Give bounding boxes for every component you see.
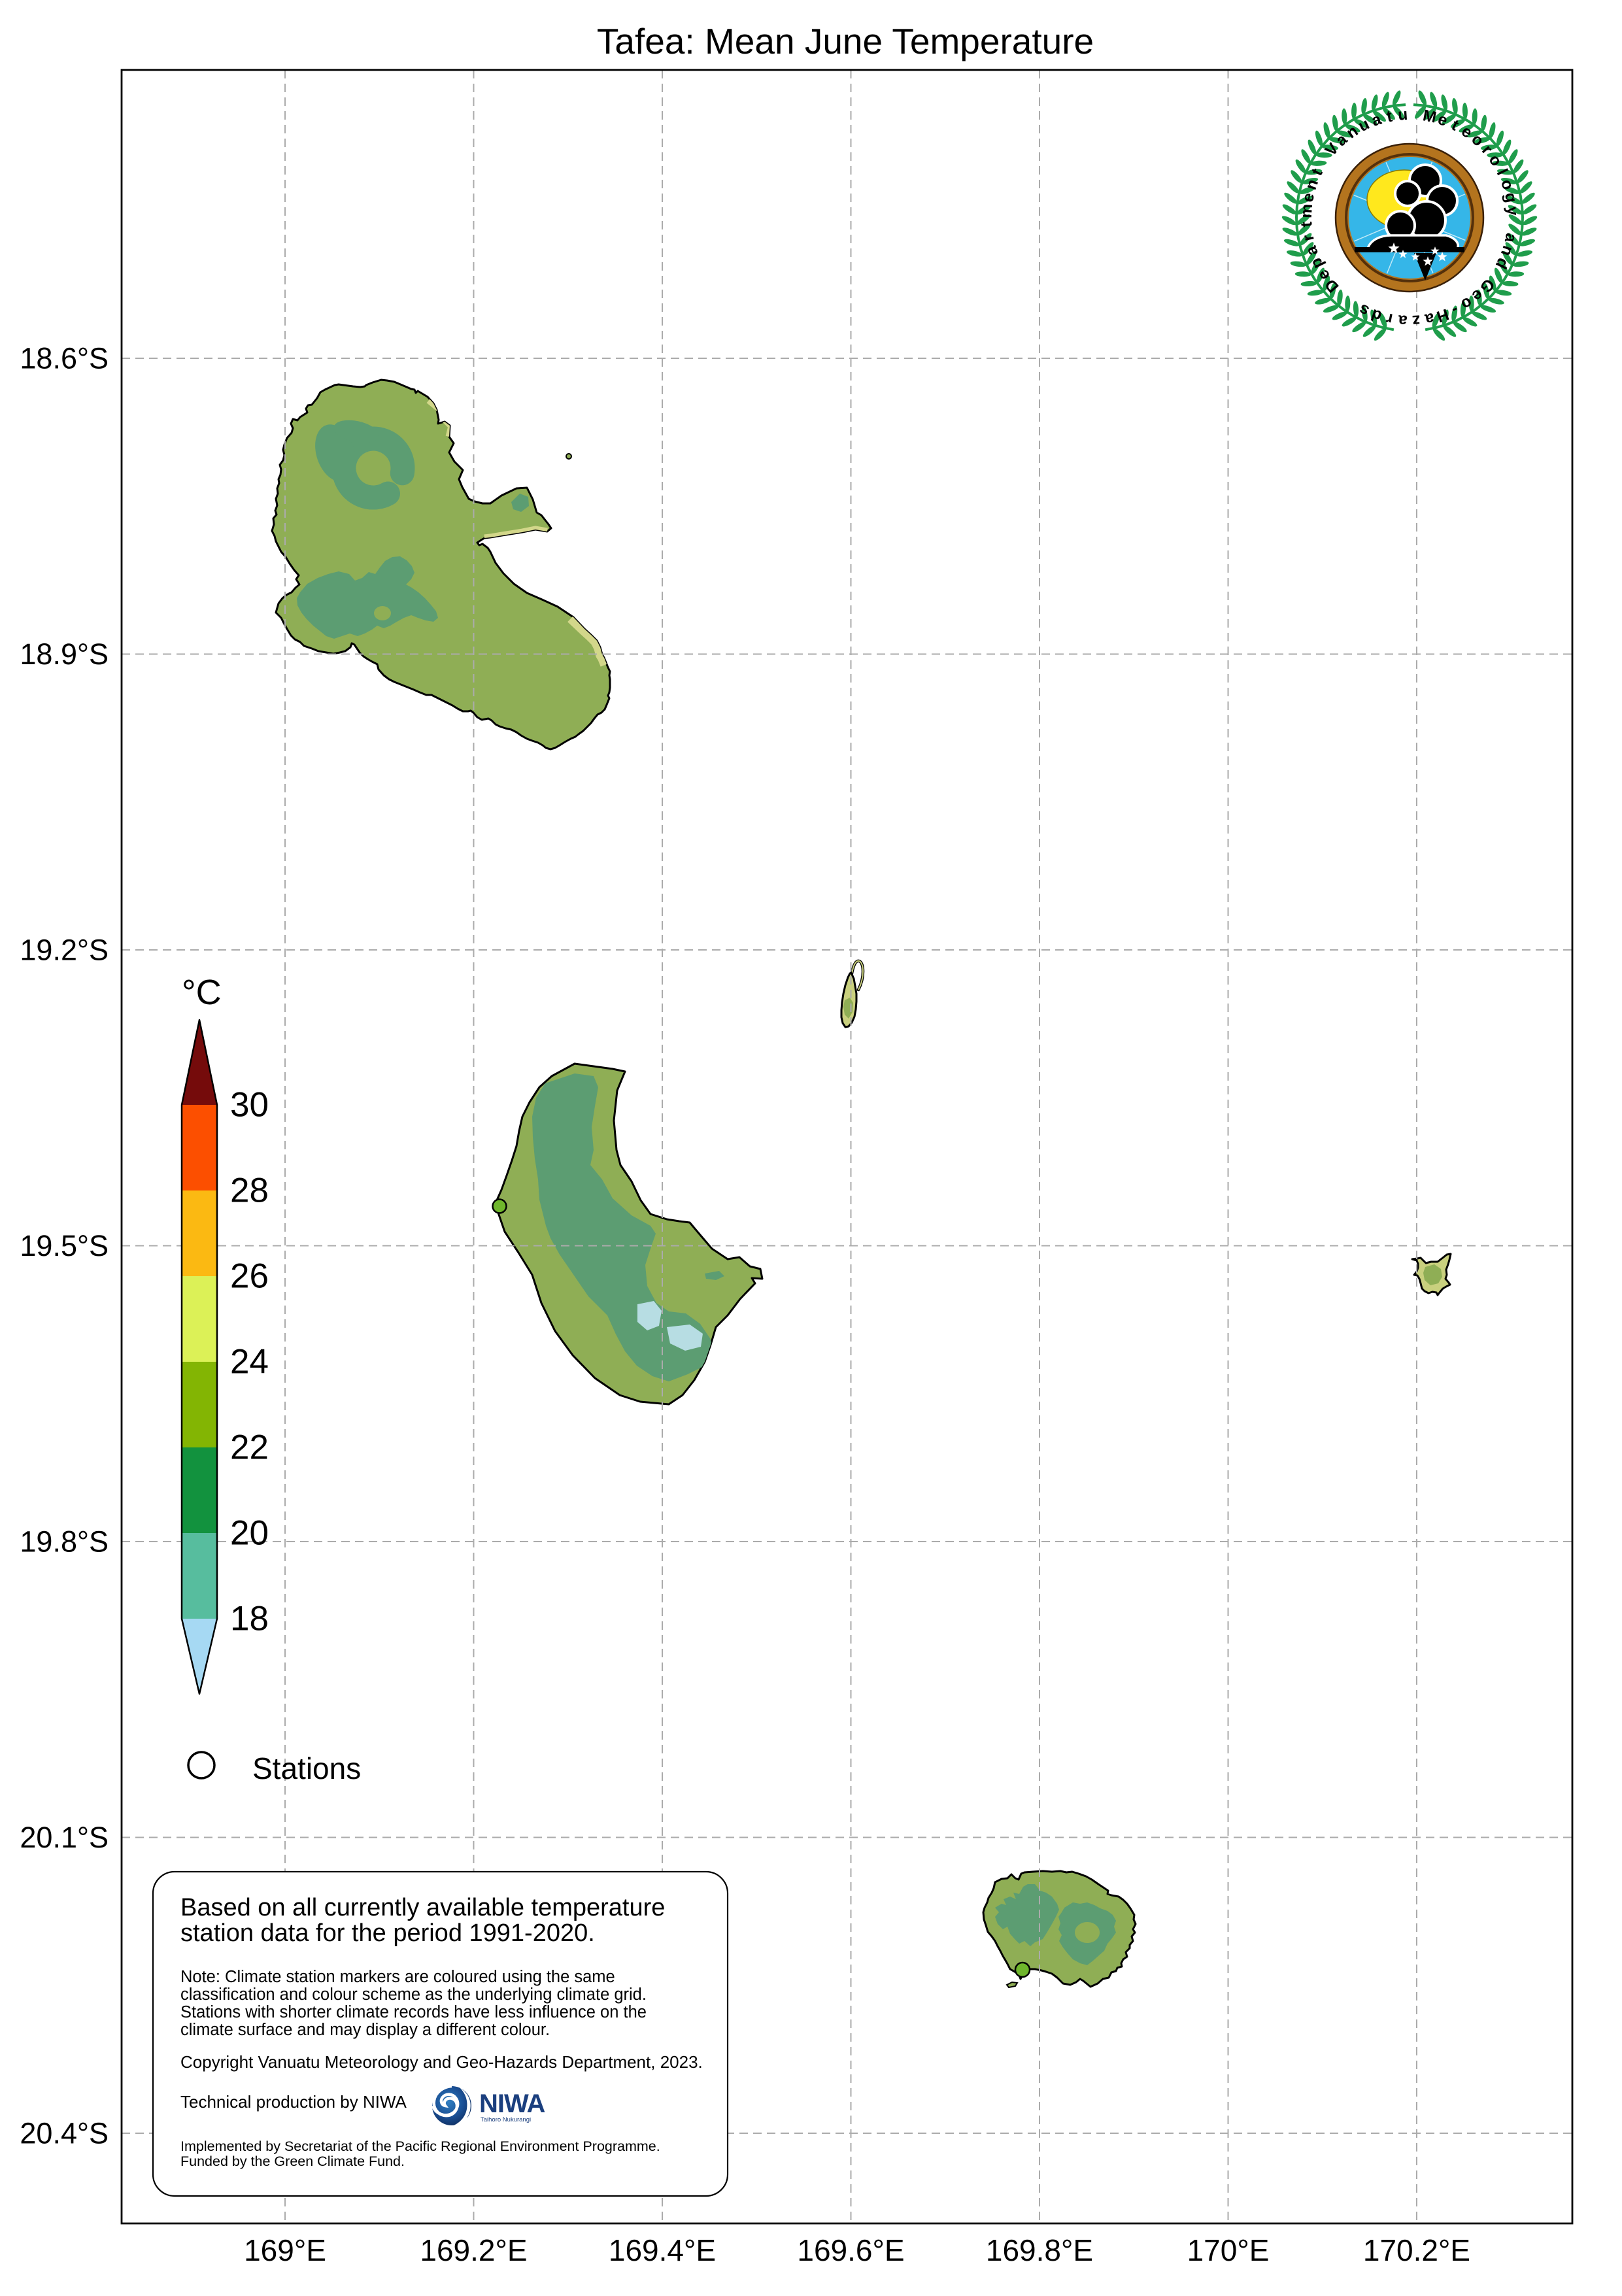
svg-text:a: a	[1423, 309, 1436, 328]
svg-text:18.9°S: 18.9°S	[20, 637, 109, 671]
svg-text:y: y	[1503, 206, 1521, 216]
svg-text:26: 26	[230, 1257, 269, 1296]
svg-text:u: u	[1397, 106, 1408, 124]
svg-text:19.5°S: 19.5°S	[20, 1229, 109, 1262]
svg-text:Funded by the Green Climate Fu: Funded by the Green Climate Fund.	[180, 2153, 405, 2169]
svg-text:station data for the period 19: station data for the period 1991-2020.	[180, 1919, 595, 1947]
svg-text:climate surface and may displa: climate surface and may display a differ…	[180, 2021, 550, 2039]
svg-text:24: 24	[230, 1343, 269, 1381]
svg-text:a: a	[1398, 311, 1408, 329]
svg-text:170.2°E: 170.2°E	[1363, 2233, 1470, 2267]
svg-text:m: m	[1298, 203, 1316, 219]
svg-text:20.4°S: 20.4°S	[20, 2117, 109, 2150]
svg-text:a: a	[1501, 231, 1520, 244]
svg-text:e: e	[1299, 192, 1318, 204]
svg-text:170°E: 170°E	[1187, 2233, 1270, 2267]
svg-text:Copyright Vanuatu Meteorology: Copyright Vanuatu Meteorology and Geo-Ha…	[180, 2052, 703, 2072]
svg-text:20: 20	[230, 1514, 269, 1553]
svg-text:Tafea: Mean June Temperature: Tafea: Mean June Temperature	[597, 21, 1094, 61]
svg-text:z: z	[1411, 311, 1421, 329]
svg-text:Technical production by NIWA: Technical production by NIWA	[180, 2092, 407, 2112]
svg-text:18: 18	[230, 1600, 269, 1638]
svg-text:19.2°S: 19.2°S	[20, 934, 109, 967]
svg-text:g: g	[1501, 191, 1520, 204]
svg-text:169.4°E: 169.4°E	[609, 2233, 716, 2267]
svg-text:Taihoro Nukurangi: Taihoro Nukurangi	[481, 2116, 531, 2123]
svg-text:°C: °C	[182, 973, 222, 1012]
svg-text:169.2°E: 169.2°E	[420, 2233, 527, 2267]
svg-text:18.6°S: 18.6°S	[20, 342, 109, 375]
svg-text:Note: Climate station markers: Note: Climate station markers are colour…	[180, 1968, 615, 1986]
svg-text:t: t	[1298, 221, 1315, 228]
svg-text:169.6°E: 169.6°E	[797, 2233, 904, 2267]
svg-text:169°E: 169°E	[244, 2233, 326, 2267]
svg-text:20.1°S: 20.1°S	[20, 1821, 109, 1854]
svg-text:30: 30	[230, 1086, 269, 1124]
svg-text:Stations: Stations	[252, 1751, 361, 1785]
svg-text:classification and colour sche: classification and colour scheme as the …	[180, 1985, 647, 2004]
svg-text:Implemented by Secretariat of: Implemented by Secretariat of the Pacifi…	[180, 2138, 660, 2154]
svg-text:Stations with shorter climate: Stations with shorter climate records ha…	[180, 2003, 647, 2021]
svg-text:22: 22	[230, 1428, 269, 1467]
svg-text:28: 28	[230, 1172, 269, 1210]
svg-text:Based on all currently availab: Based on all currently available tempera…	[180, 1894, 665, 1921]
svg-text:169.8°E: 169.8°E	[986, 2233, 1093, 2267]
svg-text:NIWA: NIWA	[479, 2089, 545, 2118]
svg-text:19.8°S: 19.8°S	[20, 1525, 109, 1559]
